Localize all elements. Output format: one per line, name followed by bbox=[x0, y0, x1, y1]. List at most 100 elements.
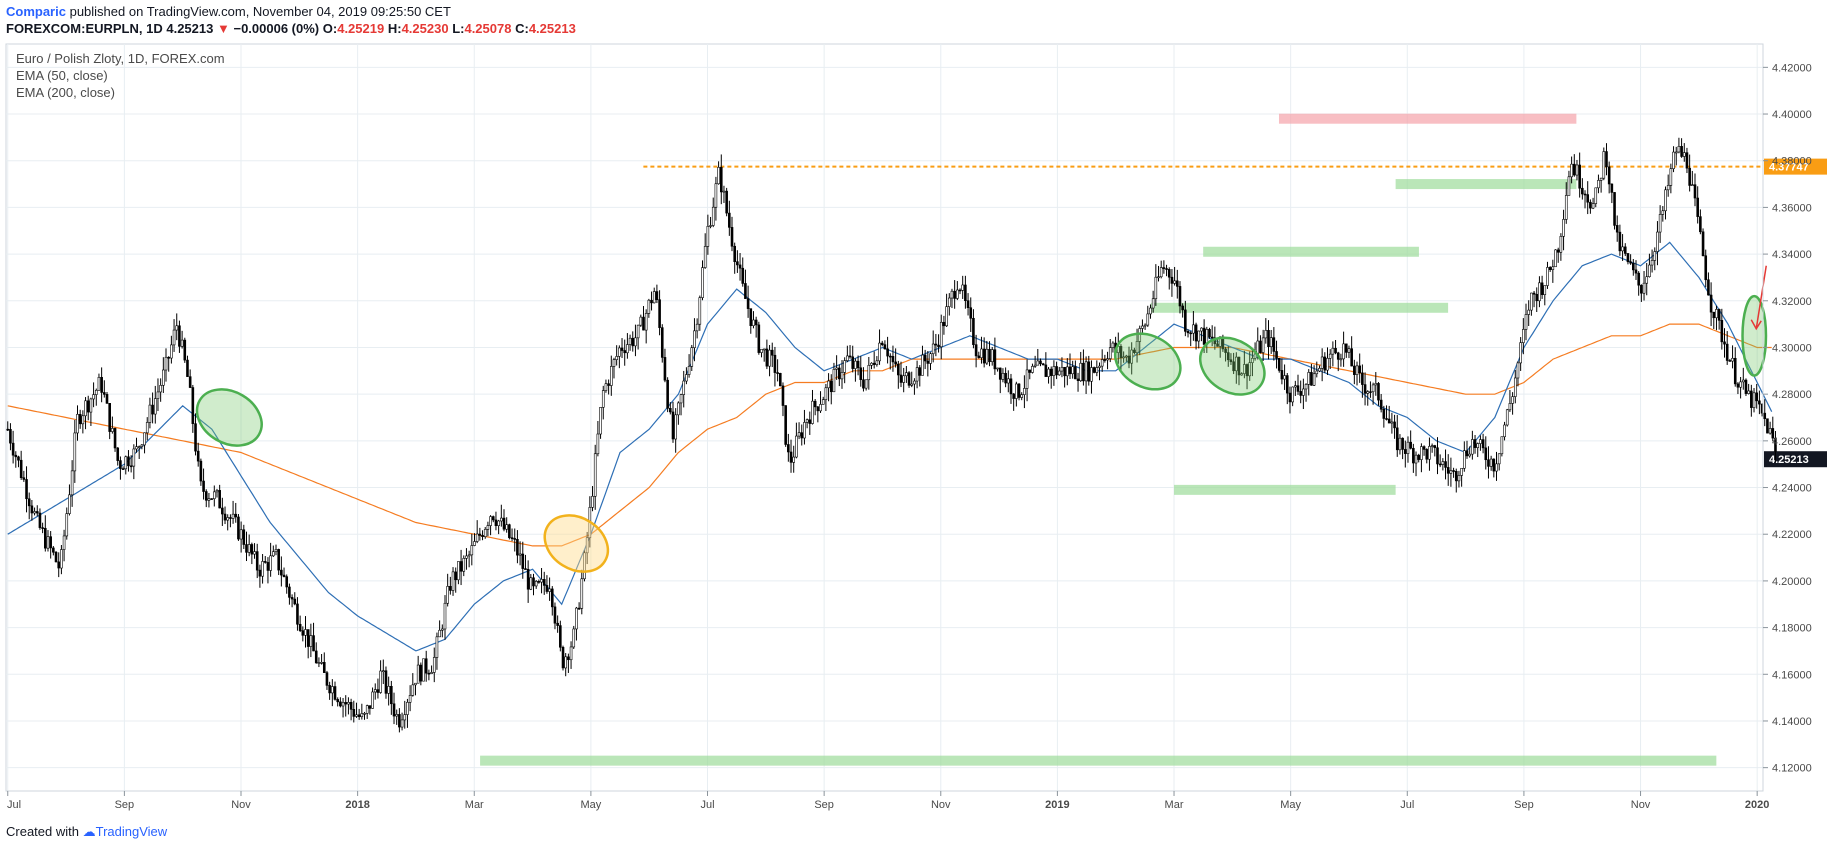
candle-body bbox=[1036, 360, 1040, 366]
candle-body bbox=[242, 529, 246, 545]
candle-body bbox=[35, 511, 39, 514]
candle-body bbox=[1098, 365, 1101, 368]
candle-body bbox=[333, 686, 337, 700]
candle-body bbox=[387, 685, 390, 694]
candle-body bbox=[821, 399, 825, 405]
candle-body bbox=[846, 355, 849, 361]
candle-body bbox=[1500, 436, 1504, 455]
candle-body bbox=[1339, 358, 1343, 361]
candle-body bbox=[54, 551, 58, 563]
candle-body bbox=[1457, 475, 1461, 482]
zones-layer bbox=[480, 113, 1717, 766]
candle-body bbox=[186, 359, 189, 377]
candle-body bbox=[1731, 357, 1734, 362]
candle-body bbox=[1318, 368, 1321, 372]
candle-body bbox=[111, 428, 114, 432]
ema50-layer bbox=[7, 241, 1773, 652]
candle-body bbox=[46, 536, 50, 549]
candle-body bbox=[1479, 439, 1482, 444]
candle-body bbox=[1723, 341, 1726, 345]
price-tick-label: 4.12000 bbox=[1772, 763, 1812, 775]
author-name[interactable]: Comparic bbox=[6, 4, 66, 19]
candle-body bbox=[1382, 408, 1386, 419]
arrow-layer bbox=[1750, 265, 1767, 331]
candle-body bbox=[1143, 324, 1147, 327]
candle-body bbox=[947, 297, 951, 307]
candle-body bbox=[478, 533, 482, 536]
candle-body bbox=[304, 629, 307, 636]
candle-body bbox=[159, 385, 162, 393]
candle-body bbox=[1709, 294, 1713, 313]
candle-body bbox=[38, 512, 42, 528]
candle-body bbox=[939, 321, 943, 348]
candle-body bbox=[1122, 356, 1125, 359]
candle-body bbox=[317, 662, 321, 664]
time-axis[interactable]: Jul Sep Nov 2018 Mar May Jul Sep Nov 2019 Mar May Ju… bbox=[6, 790, 1769, 811]
candle-body bbox=[129, 465, 133, 468]
time-tick-label: Nov bbox=[1631, 799, 1651, 811]
candle-body bbox=[483, 529, 487, 537]
candle-body bbox=[1484, 447, 1488, 461]
open-value: 4.25219 bbox=[337, 21, 385, 36]
high-value: 4.25230 bbox=[401, 21, 449, 36]
time-tick-label: Nov bbox=[231, 799, 251, 811]
candle-body bbox=[49, 536, 52, 549]
candle-body bbox=[1645, 276, 1649, 284]
candle-body bbox=[773, 354, 777, 373]
candle-body bbox=[532, 577, 535, 587]
candle-body bbox=[76, 414, 79, 434]
candle-body bbox=[1720, 320, 1724, 343]
candle-body bbox=[103, 392, 106, 395]
candle-body bbox=[529, 577, 533, 590]
candle-body bbox=[1589, 201, 1592, 209]
legend-title: Euro / Polish Zloty, 1D, FOREX.com bbox=[16, 51, 225, 66]
candle-body bbox=[422, 658, 425, 682]
candle-body bbox=[1642, 282, 1646, 294]
candle-body bbox=[677, 402, 680, 416]
candle-body bbox=[1020, 394, 1024, 398]
candle-body bbox=[1259, 340, 1262, 353]
candle-body bbox=[709, 225, 712, 227]
candle-body bbox=[272, 551, 275, 557]
price-tick-label: 4.30000 bbox=[1772, 342, 1812, 354]
candle-body bbox=[789, 451, 793, 463]
candle-body bbox=[151, 404, 154, 415]
candle-body bbox=[379, 670, 382, 693]
candle-body bbox=[1170, 276, 1174, 284]
candle-body bbox=[1280, 370, 1284, 380]
candle-body bbox=[1218, 336, 1222, 347]
candle-body bbox=[1074, 366, 1077, 380]
candle-body bbox=[1417, 454, 1421, 460]
time-tick-label: Mar bbox=[465, 799, 484, 811]
candle-body bbox=[1581, 187, 1584, 195]
footer-brand[interactable]: TradingView bbox=[95, 824, 168, 839]
candle-body bbox=[486, 525, 490, 530]
candle-body bbox=[1307, 372, 1311, 385]
candle-body bbox=[1682, 152, 1686, 157]
candle-body bbox=[390, 685, 393, 705]
candle-body bbox=[1194, 324, 1198, 342]
candle-body bbox=[1454, 471, 1458, 482]
candle-body bbox=[1256, 340, 1260, 355]
candle-body bbox=[1621, 246, 1624, 252]
candle-body bbox=[1049, 368, 1053, 376]
price-change: −0.00006 (0%) bbox=[233, 21, 320, 36]
candle-body bbox=[1513, 377, 1517, 397]
chart-grid bbox=[6, 44, 1763, 791]
candle-body bbox=[615, 356, 618, 360]
candle-body bbox=[1468, 453, 1471, 457]
legend-ema50[interactable]: EMA (50, close) bbox=[16, 68, 108, 83]
candle-body bbox=[658, 299, 661, 328]
candle-body bbox=[781, 385, 785, 406]
candle-body bbox=[1428, 446, 1431, 460]
candle-body bbox=[1465, 450, 1469, 457]
legend-ema200[interactable]: EMA (200, close) bbox=[16, 85, 115, 100]
candle-body bbox=[1079, 362, 1083, 381]
candle-body bbox=[1546, 267, 1549, 286]
candle-body bbox=[443, 602, 447, 630]
candle-body bbox=[982, 348, 986, 364]
price-axis[interactable]: 4.42000 4.40000 4.38000 4.36000 4.34000 4.320… bbox=[1762, 44, 1812, 791]
candle-body bbox=[341, 702, 345, 707]
candle-body bbox=[406, 701, 409, 715]
